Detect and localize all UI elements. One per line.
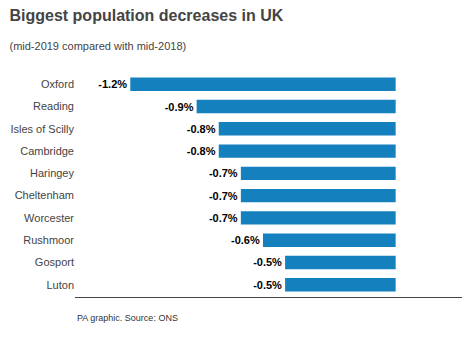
svg-text:Luton: Luton (46, 279, 74, 291)
svg-text:Isles of Scilly: Isles of Scilly (10, 123, 74, 135)
svg-text:-0.5%: -0.5% (253, 256, 282, 268)
svg-text:-0.7%: -0.7% (209, 190, 238, 202)
svg-text:Biggest population decreases i: Biggest population decreases in UK (9, 7, 283, 24)
svg-text:Reading: Reading (33, 100, 74, 112)
svg-text:-0.7%: -0.7% (209, 212, 238, 224)
svg-text:-1.2%: -1.2% (98, 78, 127, 90)
svg-text:PA graphic. Source: ONS: PA graphic. Source: ONS (77, 313, 178, 323)
svg-text:Cambridge: Cambridge (20, 145, 74, 157)
svg-text:Haringey: Haringey (30, 167, 75, 179)
svg-text:Cheltenham: Cheltenham (15, 189, 74, 201)
svg-text:Oxford: Oxford (41, 78, 74, 90)
svg-text:-0.8%: -0.8% (187, 145, 216, 157)
svg-text:-0.6%: -0.6% (231, 234, 260, 246)
svg-text:Worcester: Worcester (24, 212, 74, 224)
svg-text:Gosport: Gosport (35, 256, 74, 268)
svg-text:-0.7%: -0.7% (209, 167, 238, 179)
svg-text:(mid-2019 compared with mid-20: (mid-2019 compared with mid-2018) (9, 40, 186, 52)
svg-text:-0.5%: -0.5% (253, 279, 282, 291)
svg-text:Rushmoor: Rushmoor (23, 234, 74, 246)
svg-text:-0.8%: -0.8% (187, 123, 216, 135)
svg-text:-0.9%: -0.9% (165, 101, 194, 113)
